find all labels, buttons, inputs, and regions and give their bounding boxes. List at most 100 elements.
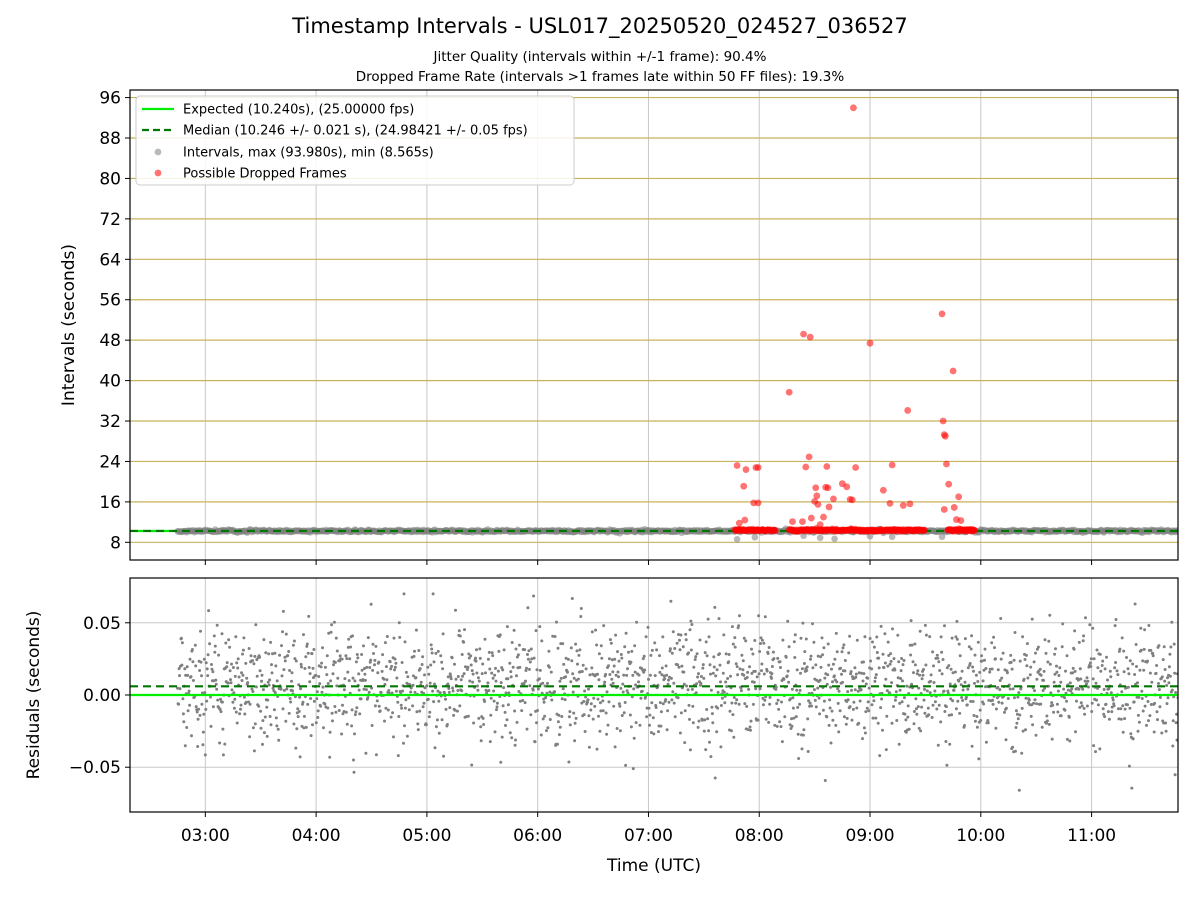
residual-point (1091, 626, 1095, 630)
residual-point (687, 703, 691, 707)
residual-point (434, 725, 438, 729)
residual-point (731, 713, 735, 717)
residual-point (390, 691, 394, 695)
residual-point (520, 709, 524, 713)
residual-point (226, 681, 230, 685)
residual-point (490, 651, 494, 655)
residual-point (986, 721, 990, 725)
dropped-frame-point-26 (825, 503, 833, 511)
residual-point (384, 706, 388, 710)
residual-point (251, 690, 255, 693)
residual-point (648, 713, 652, 717)
residual-point (229, 678, 232, 682)
residual-point (816, 686, 820, 690)
residual-point (963, 680, 967, 684)
residual-point (418, 709, 422, 713)
residual-point (265, 734, 269, 738)
residual-point (848, 705, 852, 709)
residual-point (1005, 671, 1009, 675)
residual-point (887, 654, 891, 657)
residual-point (232, 691, 236, 695)
residual-point (260, 679, 263, 683)
residual-point (1079, 677, 1083, 681)
residual-point (746, 670, 750, 674)
residuals-y-axis: −0.050.000.05 (69, 614, 130, 778)
residual-point (224, 641, 228, 645)
residual-point (599, 709, 603, 713)
residual-point (601, 699, 605, 703)
residual-point (254, 623, 258, 627)
residual-point (987, 698, 991, 702)
residual-point (475, 671, 479, 675)
dropped-frame-point-25 (824, 484, 832, 492)
residual-point (1103, 667, 1107, 671)
residual-point (352, 758, 355, 762)
residual-point (1039, 702, 1043, 706)
residual-point (980, 659, 984, 663)
intervals-ytick-label-3: 32 (99, 412, 121, 432)
residual-point (374, 753, 378, 757)
residual-point (779, 666, 782, 669)
residual-point (456, 689, 460, 692)
residual-point (304, 725, 308, 729)
residual-point (350, 724, 354, 728)
residual-point (992, 635, 996, 639)
residual-point (672, 681, 676, 685)
residual-point (664, 698, 668, 702)
residual-point (635, 620, 639, 624)
residual-point (888, 662, 892, 666)
residual-point (361, 678, 365, 682)
residual-point (476, 676, 480, 680)
residual-point (430, 651, 434, 655)
residual-point (926, 706, 930, 710)
residual-point (388, 660, 392, 664)
dropped-frame-point-31 (848, 496, 856, 504)
residual-point (1170, 620, 1174, 624)
residual-point (511, 665, 515, 669)
residual-point (200, 691, 204, 695)
residual-point (659, 710, 663, 714)
residual-point (225, 661, 229, 665)
residual-point (759, 636, 763, 640)
residual-point (672, 701, 676, 705)
residual-point (594, 628, 598, 632)
residual-point (373, 704, 377, 708)
residual-point (871, 640, 874, 644)
residual-point (414, 676, 418, 680)
residual-point (542, 700, 546, 704)
residual-point (592, 696, 596, 700)
residual-point (1108, 669, 1112, 673)
residual-point (178, 674, 181, 678)
residual-point (678, 638, 681, 642)
residual-point (943, 624, 946, 628)
residual-point (181, 712, 185, 716)
residual-point (922, 668, 925, 671)
residual-point (719, 680, 722, 684)
residual-point (966, 687, 970, 691)
residual-point (729, 674, 732, 678)
residual-point (333, 705, 337, 708)
residual-point (625, 673, 629, 677)
residual-point (213, 650, 217, 654)
residual-point (523, 701, 527, 705)
residual-point (724, 652, 728, 656)
residual-point (567, 715, 571, 719)
residual-point (642, 654, 646, 658)
residual-point (321, 646, 324, 650)
residual-point (795, 668, 799, 672)
residual-point (1140, 697, 1144, 700)
residual-point (970, 744, 974, 748)
residual-point (736, 673, 740, 677)
residual-point (839, 666, 843, 670)
residual-point (315, 697, 319, 701)
dropped-frame-point-35 (879, 486, 887, 494)
residual-point (230, 688, 234, 692)
residual-point (245, 676, 249, 680)
residual-point (912, 671, 915, 675)
residual-point (742, 636, 746, 640)
residual-point (215, 623, 219, 627)
residual-point (357, 688, 361, 692)
residual-point (776, 698, 780, 702)
residual-point (622, 711, 626, 715)
residual-point (462, 640, 466, 644)
